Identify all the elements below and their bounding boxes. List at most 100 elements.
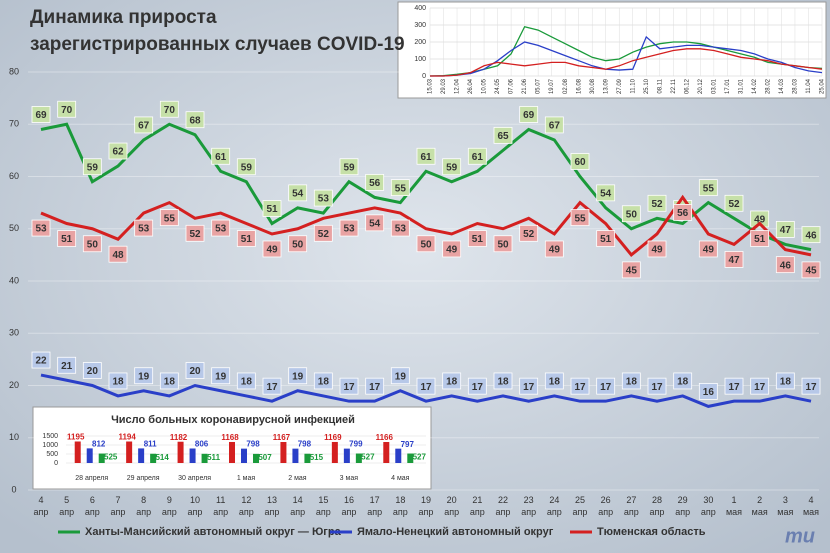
series-line [429,25,823,77]
data-label: 53 [395,224,407,235]
data-label: 1168 [221,433,239,442]
data-label: 53 [215,224,227,235]
x-tick-label: 6 апр [85,495,100,517]
x-tick-label: 1 мая [726,495,742,517]
data-label: 55 [574,213,586,224]
data-label-box [57,230,77,247]
data-label: 67 [138,121,150,132]
data-label: 62 [112,147,124,158]
x-tick-label: 18 апр [393,495,408,517]
chart-title: Динамика прироста [30,7,217,28]
bar [407,453,414,463]
data-label: 18 [318,377,330,388]
data-label-box [262,377,282,395]
data-label-box [544,116,564,134]
data-label: 515 [310,453,324,462]
bar [292,448,299,463]
x-tick-label: 12 апр [239,495,254,517]
x-tick-label: 29 апреля [127,475,160,482]
data-label: 49 [549,245,561,256]
data-label-box [108,245,128,263]
x-tick-label: 08.11 [657,78,663,93]
x-tick-label: 07.06 [509,78,515,94]
data-label-box [801,261,821,279]
x-tick-label: 28.03 [793,78,799,94]
data-label-box [108,372,128,390]
data-label-box [108,142,128,160]
x-tick-label: 19.07 [549,78,555,94]
y-tick-label: 400 [414,5,426,12]
data-label: 50 [87,239,99,250]
data-label: 47 [780,225,792,236]
data-label-box [493,126,513,144]
data-label: 19 [292,371,304,382]
data-label-box [390,179,410,197]
data-label: 55 [164,213,176,224]
x-tick-label: 4 мая [803,495,819,517]
legend-label: Тюменская область [597,526,706,538]
y-tick-label: 0 [11,484,16,494]
data-label-box [775,256,795,274]
data-label-box [134,219,154,237]
x-tick-label: 19 апр [419,495,434,517]
x-tick-label: 10.05 [482,78,488,94]
data-label: 507 [258,453,272,462]
x-tick-label: 06.12 [684,78,690,94]
data-label: 51 [472,234,484,245]
data-label: 18 [626,377,638,388]
data-label-box [390,367,410,385]
data-label: 19 [215,371,227,382]
x-tick-label: 10 апр [188,495,203,517]
series-line [40,194,812,257]
data-label-box [288,184,308,202]
x-tick-label: 4 мая [391,475,410,482]
x-tick-label: 29 апр [675,495,690,517]
y-tick-label: 200 [414,39,426,46]
data-label: 1182 [170,433,188,442]
data-label-box [31,106,51,123]
x-tick-label: 30 апреля [178,475,211,482]
y-tick-label: 20 [9,380,19,390]
data-label-box [775,372,795,390]
data-label: 17 [343,382,355,393]
data-label: 59 [241,162,253,173]
data-label-box [313,224,333,242]
data-label: 18 [497,377,509,388]
bar [229,441,235,463]
bar [355,453,362,463]
x-tick-label: 12.04 [455,78,461,94]
data-label-box [82,362,102,379]
data-label: 52 [189,229,201,240]
data-label: 811 [144,440,157,449]
y-tick-label: 0 [422,73,426,80]
data-label: 61 [215,152,227,163]
x-tick-label: 16 апр [342,495,357,517]
data-label: 67 [549,121,561,132]
logo: mu [785,525,815,547]
data-label: 51 [266,204,278,215]
data-label-box [159,100,179,118]
bar [304,453,311,463]
data-label: 19 [395,371,407,382]
data-label: 53 [343,224,355,235]
data-label-box [211,147,231,165]
y-tick-label: 0 [54,460,58,467]
data-label: 21 [61,361,73,372]
series-line [430,48,823,77]
data-label: 59 [446,162,458,173]
data-label: 18 [164,377,176,388]
x-tick-label: 30.08 [590,78,596,94]
data-label-box [390,219,410,237]
data-label: 18 [112,377,124,388]
bar [395,448,402,463]
data-label-box [185,362,205,379]
data-label: 18 [549,377,561,388]
data-label: 45 [626,266,638,277]
data-label: 51 [241,234,253,245]
data-label: 16 [703,387,715,398]
x-tick-label: 4 апр [34,495,49,517]
data-label-box [365,214,385,232]
data-label: 527 [413,453,427,462]
data-label-box [82,235,102,253]
x-tick-label: 17.01 [725,78,731,94]
